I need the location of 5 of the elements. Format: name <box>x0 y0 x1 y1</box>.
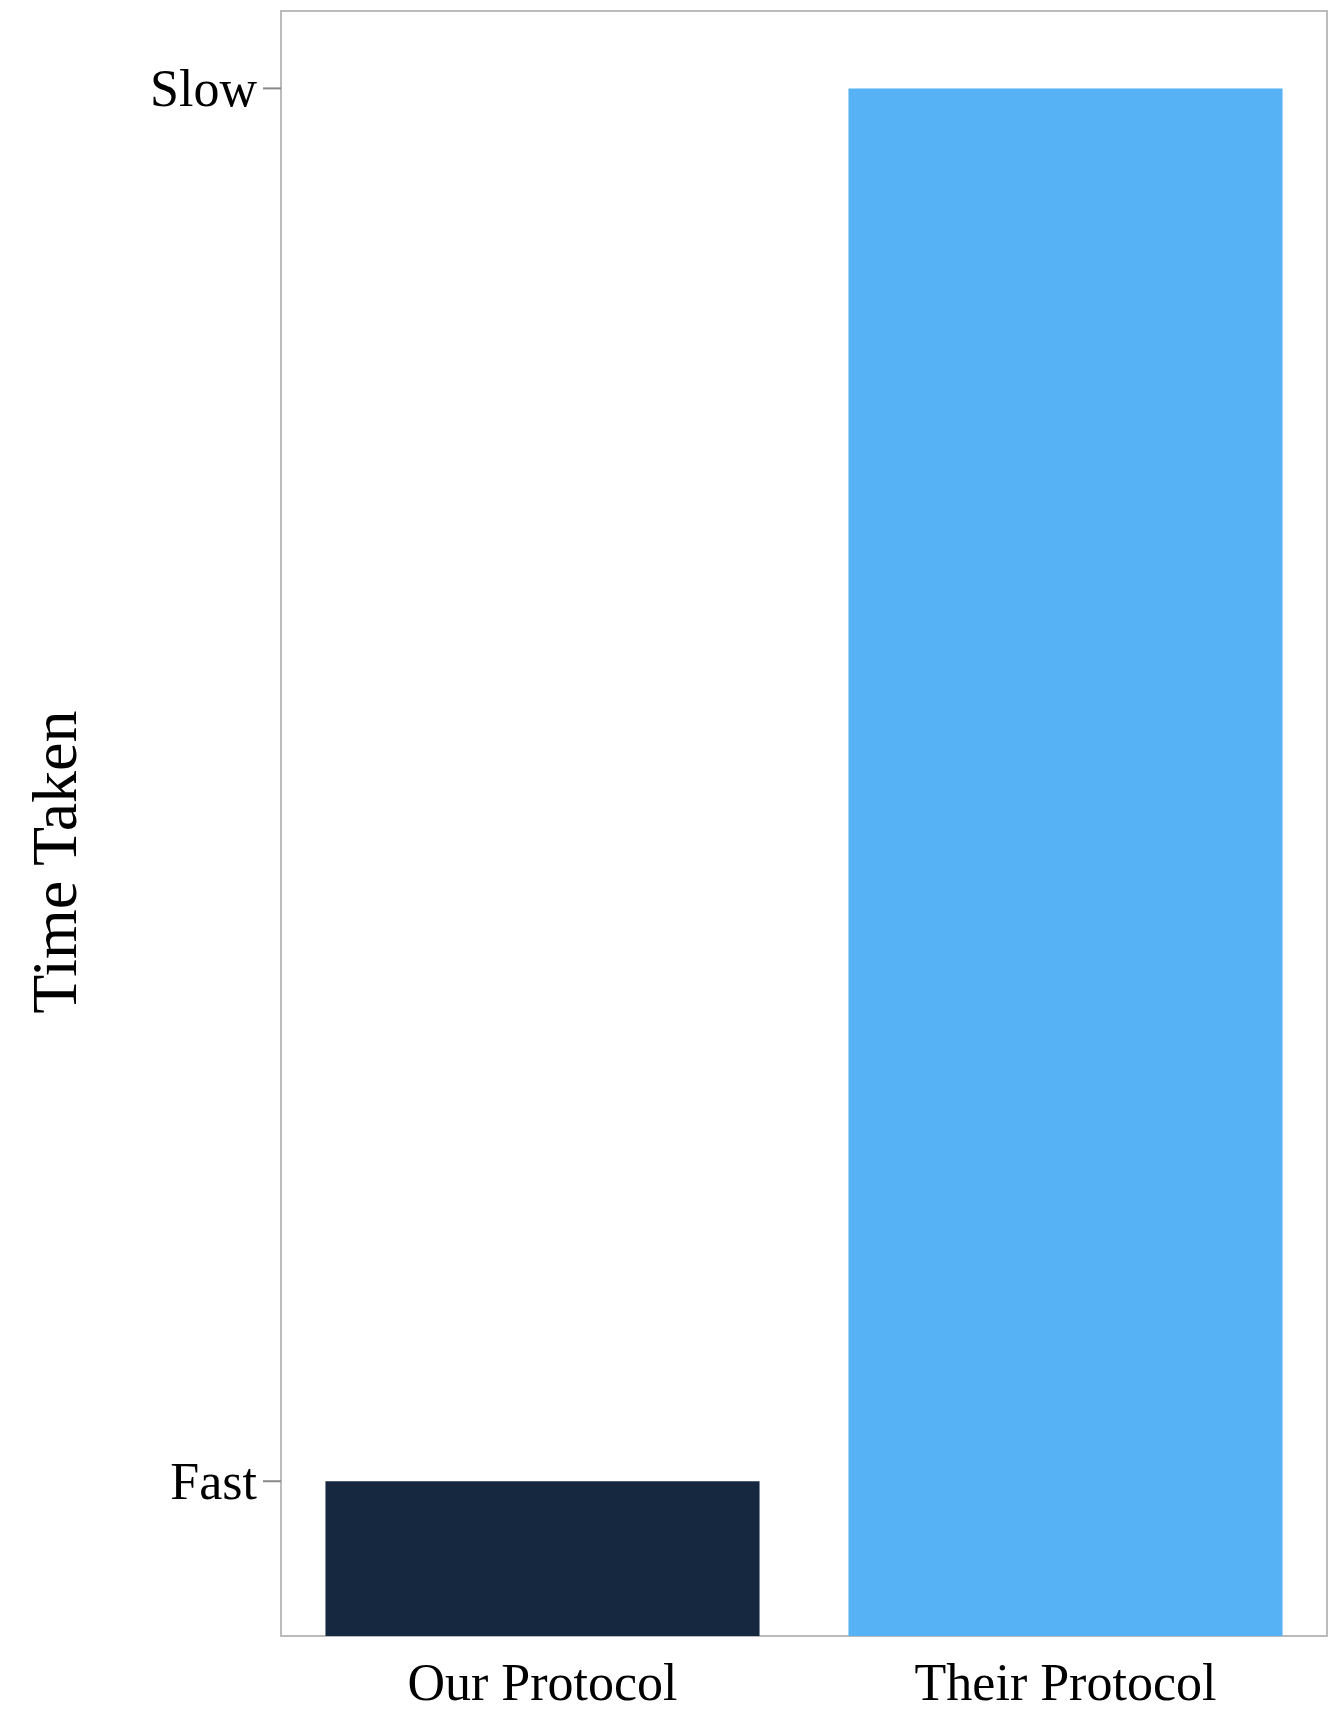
text: Fast <box>170 1452 258 1510</box>
y-axis-title: Time Taken <box>18 710 90 1014</box>
x-tick-label: Our Protocol <box>407 1653 678 1711</box>
x-tick-label: Their Protocol <box>914 1653 1217 1711</box>
text: Slow <box>150 59 258 117</box>
